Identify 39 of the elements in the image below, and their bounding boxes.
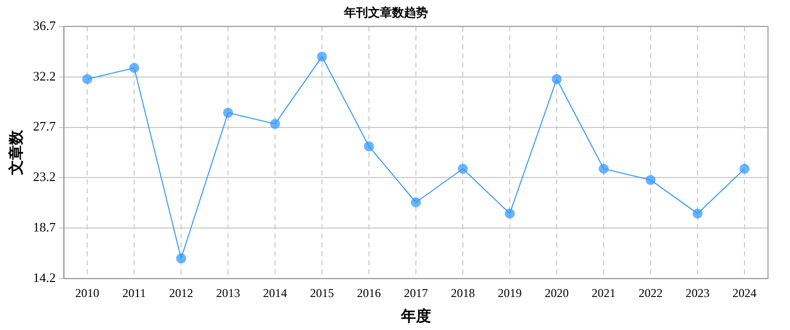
y-tick-label: 32.2 <box>33 68 56 84</box>
point <box>364 141 374 152</box>
x-tick-label: 2015 <box>310 286 334 300</box>
x-tick-label: 2012 <box>169 286 194 300</box>
point <box>504 208 515 219</box>
point <box>552 74 562 84</box>
x-axis-title: 年度 <box>400 306 431 325</box>
x-tick-label: 2018 <box>450 286 475 300</box>
x-tick-label: 2020 <box>544 286 569 300</box>
point <box>176 253 186 264</box>
point <box>270 118 280 129</box>
x-tick-label: 2024 <box>732 286 757 300</box>
point <box>646 174 656 185</box>
point <box>129 62 140 73</box>
x-tick-label: 2019 <box>498 286 522 300</box>
point <box>82 74 92 84</box>
x-tick-label: 2011 <box>122 286 146 300</box>
x-tick-label: 2013 <box>216 286 240 300</box>
x-tick-label: 2010 <box>75 286 100 300</box>
point <box>598 164 609 174</box>
x-tick-label: 2017 <box>404 286 428 300</box>
point <box>458 164 468 174</box>
point <box>223 108 234 118</box>
x-tick-label: 2014 <box>263 286 288 300</box>
y-tick-label: 36.7 <box>33 18 56 33</box>
y-tick-label: 18.7 <box>33 220 56 235</box>
x-tick-label: 2023 <box>686 286 710 300</box>
y-tick-label: 27.7 <box>33 118 56 134</box>
point <box>740 164 750 174</box>
y-axis-title: 文章数 <box>6 129 25 176</box>
point <box>316 52 327 62</box>
chart-title: 年刊文章数趋势 <box>343 5 428 20</box>
y-tick-label: 14.2 <box>33 270 56 286</box>
y-tick-label: 23.2 <box>33 169 56 184</box>
point <box>410 197 421 208</box>
x-tick-label: 2016 <box>356 286 381 300</box>
point <box>692 208 703 219</box>
x-tick-label: 2021 <box>592 286 616 300</box>
x-tick-label: 2022 <box>638 286 663 300</box>
